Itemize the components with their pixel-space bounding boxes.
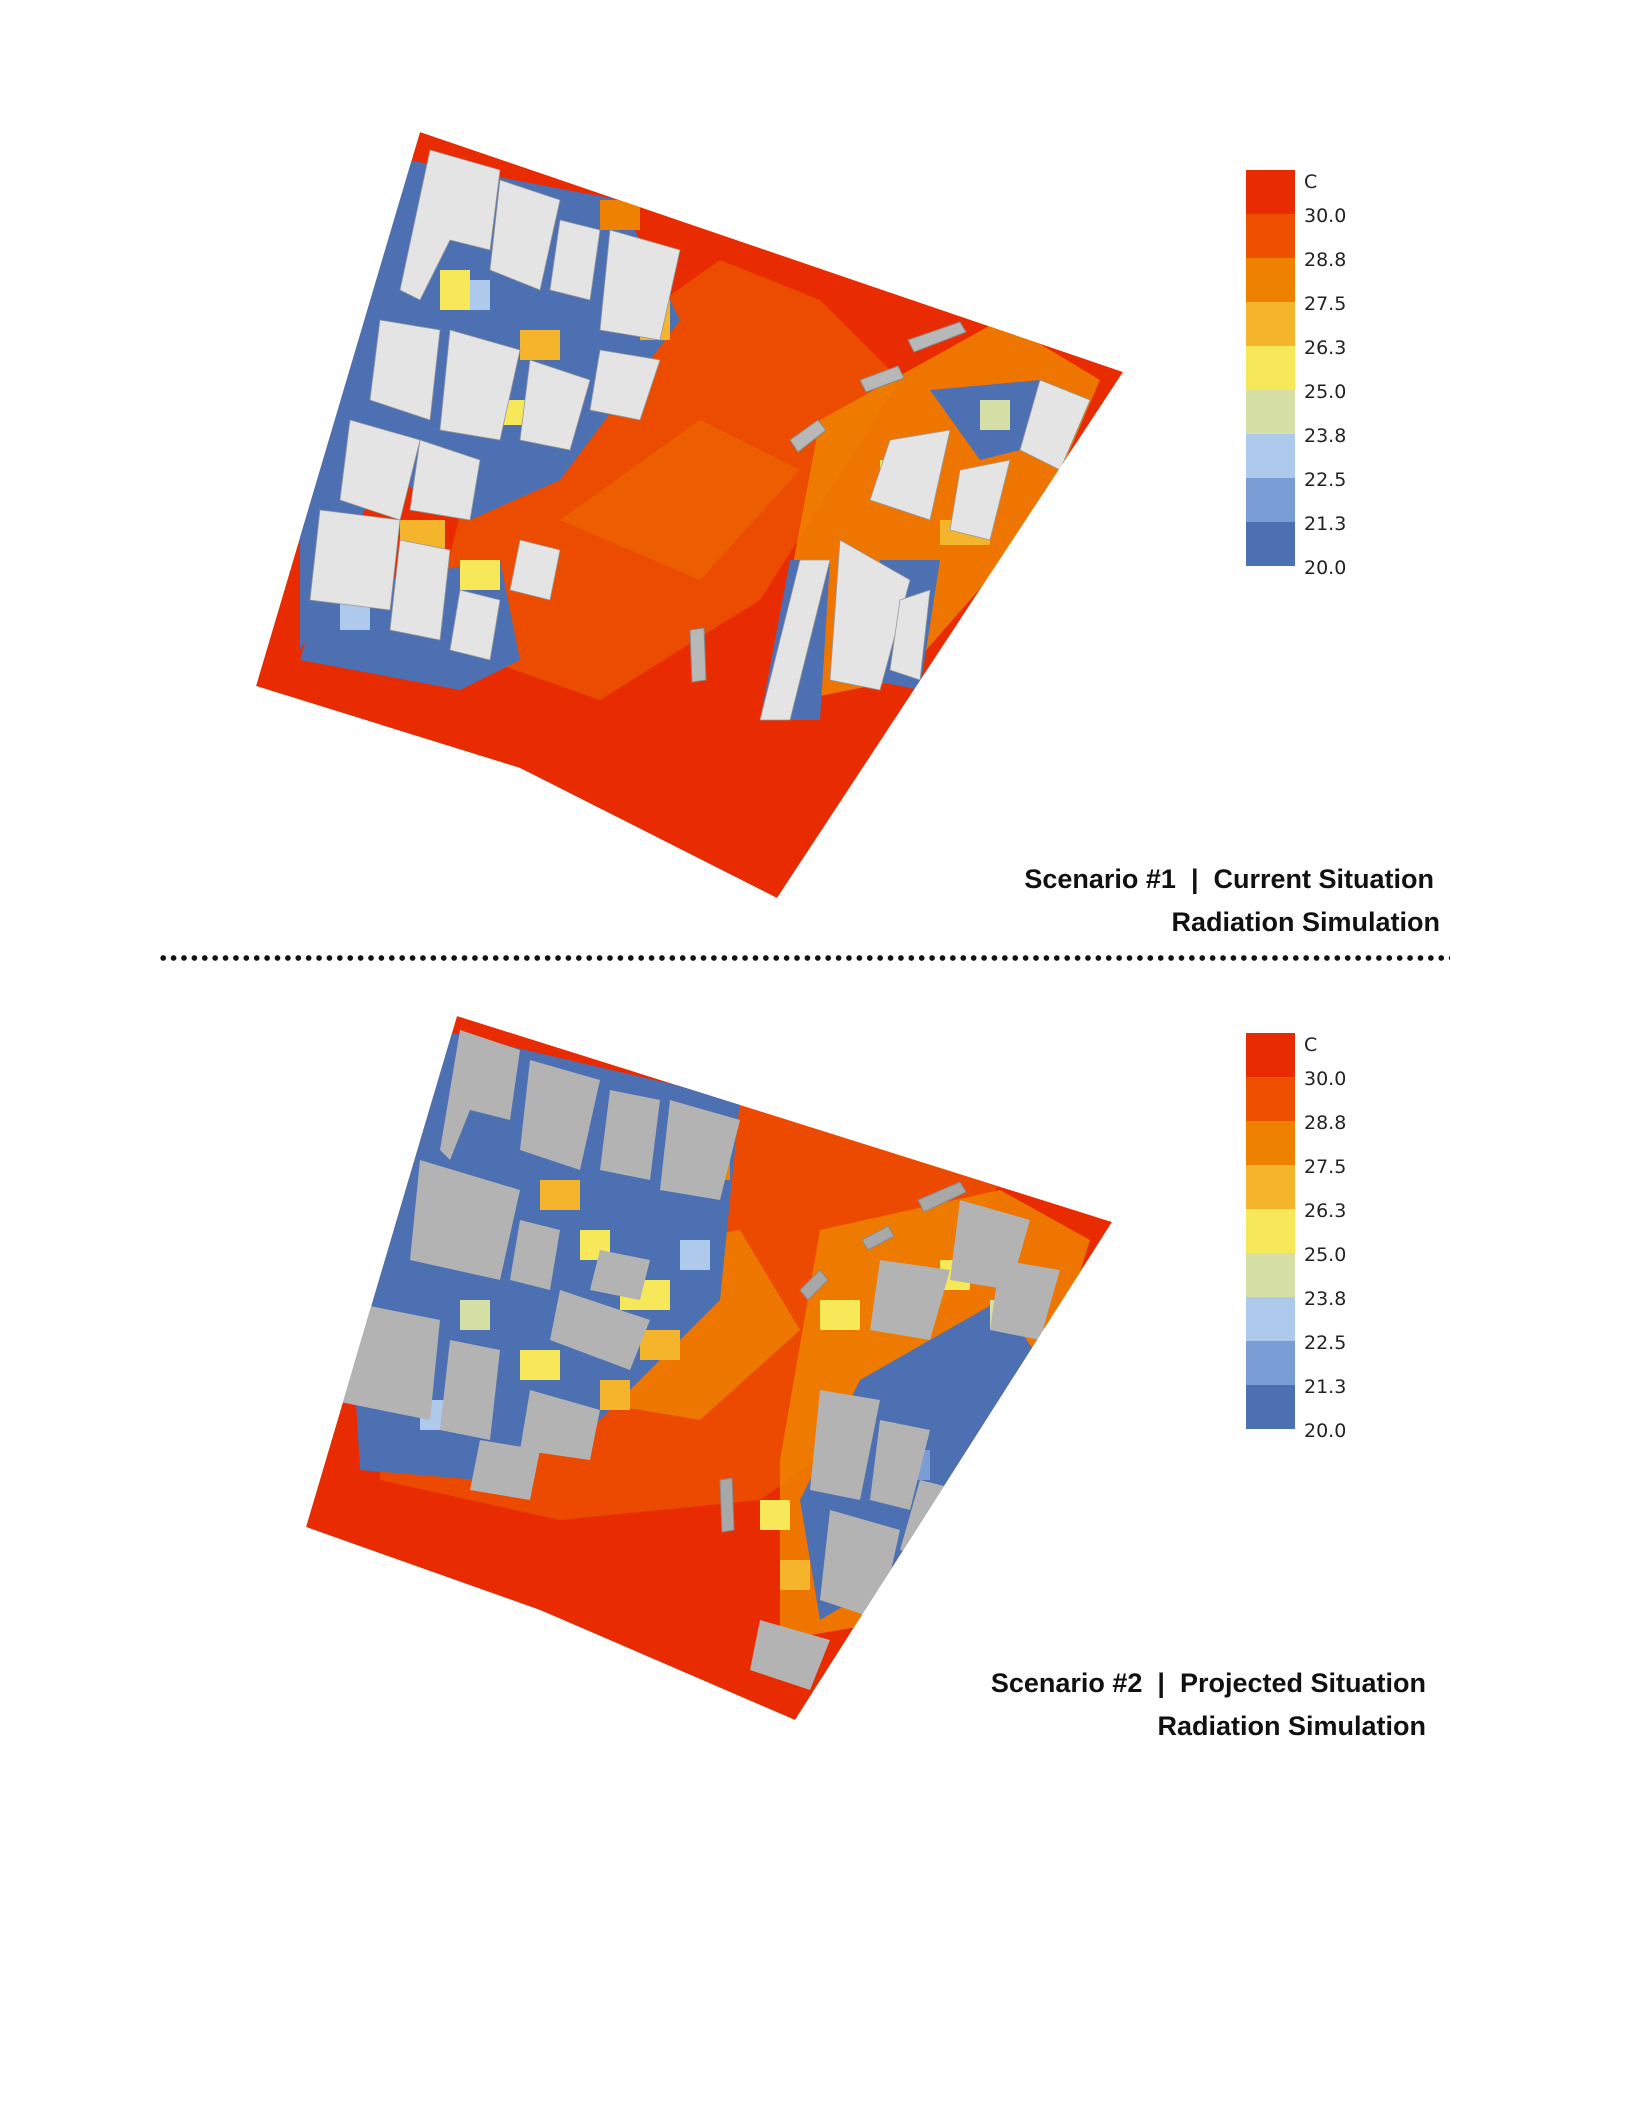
legend-tick: 23.8 [1304,425,1347,447]
legend-swatch-1 [1246,170,1295,214]
legend-swatch-8 [1246,478,1295,522]
legend-swatch-3 [1246,258,1295,302]
legend-swatch-2 [1246,1077,1295,1121]
legend-swatch-4 [1246,302,1295,346]
scenario-1-panel: C 30.0 28.8 27.5 26.3 25.0 23.8 22.5 21.… [0,0,1631,950]
legend-tick: 27.5 [1304,1156,1347,1178]
dotted-divider [158,953,1450,963]
scenario-1-title: Scenario #1 | Current Situation [1024,864,1434,894]
legend-swatch-9 [1246,1385,1295,1429]
scenario-2-title: Scenario #2 | Projected Situation [990,1668,1426,1698]
legend-tick: 21.3 [1304,1376,1347,1398]
legend-swatch-8 [1246,1341,1295,1385]
legend-tick: 30.0 [1304,205,1347,227]
legend-swatch-9 [1246,522,1295,566]
scenario-2-caption: Scenario #2 | Projected Situation Radiat… [806,1662,1426,1748]
legend-tick: 26.3 [1304,1200,1347,1222]
legend-swatch-6 [1246,390,1295,434]
legend-tick: 20.0 [1304,1420,1347,1442]
legend-tick: 22.5 [1304,1332,1347,1354]
legend-swatch-1 [1246,1033,1295,1077]
legend-swatch-5 [1246,346,1295,390]
scenario-1-caption: Scenario #1 | Current Situation Radiatio… [834,858,1440,944]
legend-unit: C [1304,1034,1318,1056]
legend-tick: 25.0 [1304,381,1347,403]
legend-tick: 20.0 [1304,557,1347,579]
legend-swatch-4 [1246,1165,1295,1209]
legend-swatch-3 [1246,1121,1295,1165]
scenario-1-subtitle: Radiation Simulation [1171,907,1440,937]
legend-swatch-7 [1246,434,1295,478]
legend-tick: 28.8 [1304,1112,1347,1134]
legend-tick: 28.8 [1304,249,1347,271]
scenario-1-radiation-map [256,132,1123,898]
legend-tick: 30.0 [1304,1068,1347,1090]
legend-swatch-6 [1246,1253,1295,1297]
scenario-2-subtitle: Radiation Simulation [1157,1711,1426,1741]
legend-tick: 21.3 [1304,513,1347,535]
legend-tick: 27.5 [1304,293,1347,315]
legend-swatch-2 [1246,214,1295,258]
legend-unit: C [1304,171,1318,193]
legend-swatch-5 [1246,1209,1295,1253]
legend-tick: 26.3 [1304,337,1347,359]
legend-tick: 23.8 [1304,1288,1347,1310]
legend-tick: 25.0 [1304,1244,1347,1266]
legend-swatch-7 [1246,1297,1295,1341]
legend-tick: 22.5 [1304,469,1347,491]
